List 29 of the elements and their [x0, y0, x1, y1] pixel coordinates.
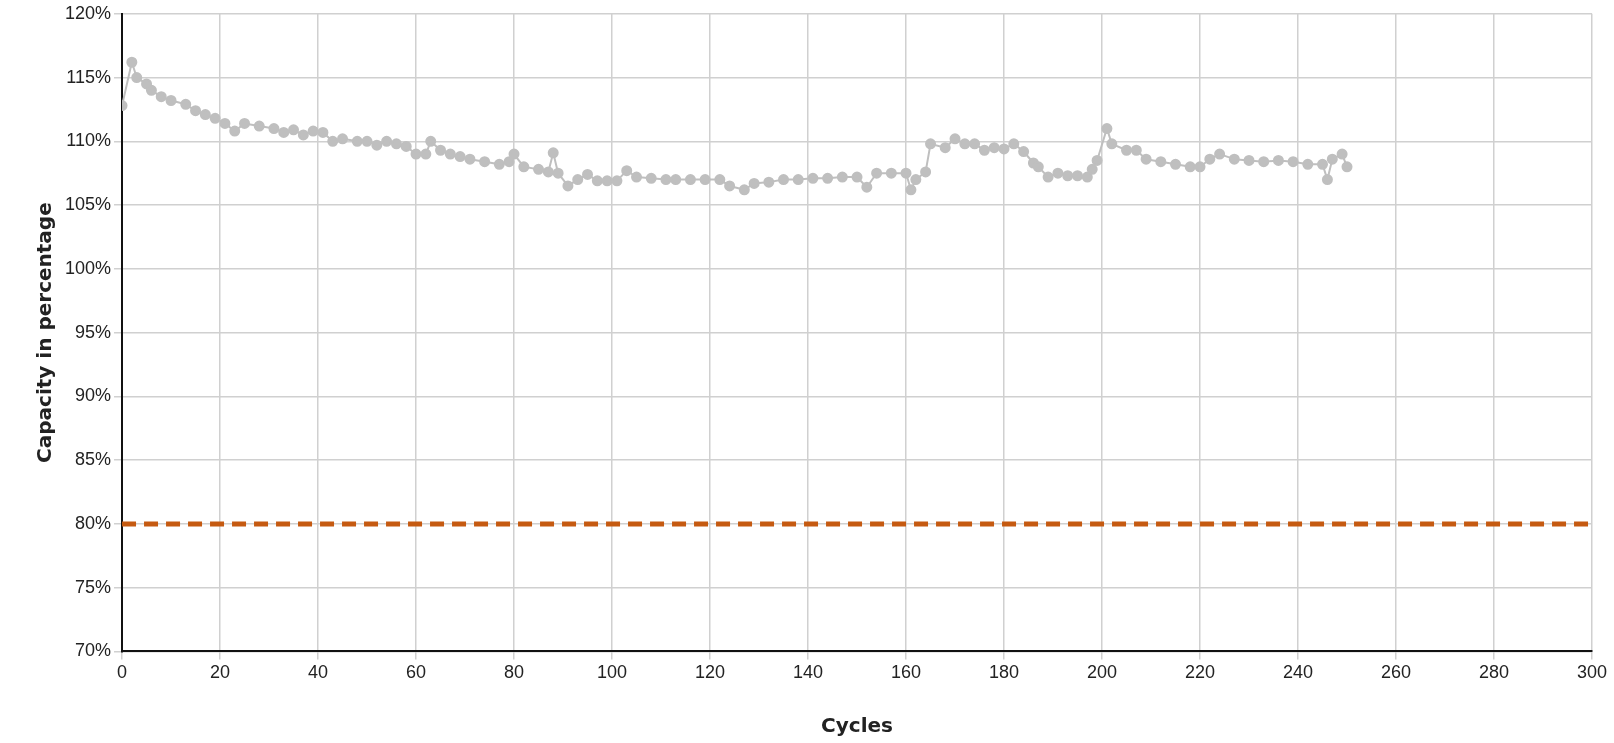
x-tick-label: 140	[793, 662, 824, 683]
y-tick-label: 100%	[64, 257, 112, 278]
x-tick-label: 200	[1086, 662, 1118, 683]
y-tick-label: 80%	[75, 512, 112, 533]
x-tick-label: 80	[504, 662, 525, 683]
x-tick-label: 0	[117, 662, 128, 683]
y-tick-label: 70%	[75, 640, 112, 661]
x-tick-label: 180	[988, 662, 1020, 683]
y-tick-label: 95%	[75, 321, 112, 342]
y-tick-label: 115%	[66, 66, 112, 87]
y-tick-label: 120%	[64, 2, 112, 23]
y-tick-label: 85%	[75, 449, 112, 470]
x-tick-label: 240	[1282, 662, 1314, 683]
y-axis-title: Capacity in percentage	[32, 202, 57, 463]
y-tick-label: 75%	[75, 576, 112, 597]
x-tick-label: 300	[1576, 662, 1608, 683]
x-axis-title: Cycles	[821, 713, 893, 738]
y-tick-label: 105%	[64, 194, 112, 215]
x-tick-label: 60	[406, 662, 427, 683]
x-tick-label: 280	[1478, 662, 1510, 683]
x-tick-label: 100	[597, 662, 628, 683]
y-tick-label: 110%	[66, 130, 112, 151]
x-tick-label: 120	[695, 662, 726, 683]
x-tick-label: 40	[308, 662, 329, 683]
y-tick-label: 90%	[75, 385, 112, 406]
x-tick-label: 20	[210, 662, 231, 683]
x-tick-label: 160	[890, 662, 922, 683]
x-tick-label: 220	[1184, 662, 1216, 683]
x-tick-label: 260	[1380, 662, 1412, 683]
